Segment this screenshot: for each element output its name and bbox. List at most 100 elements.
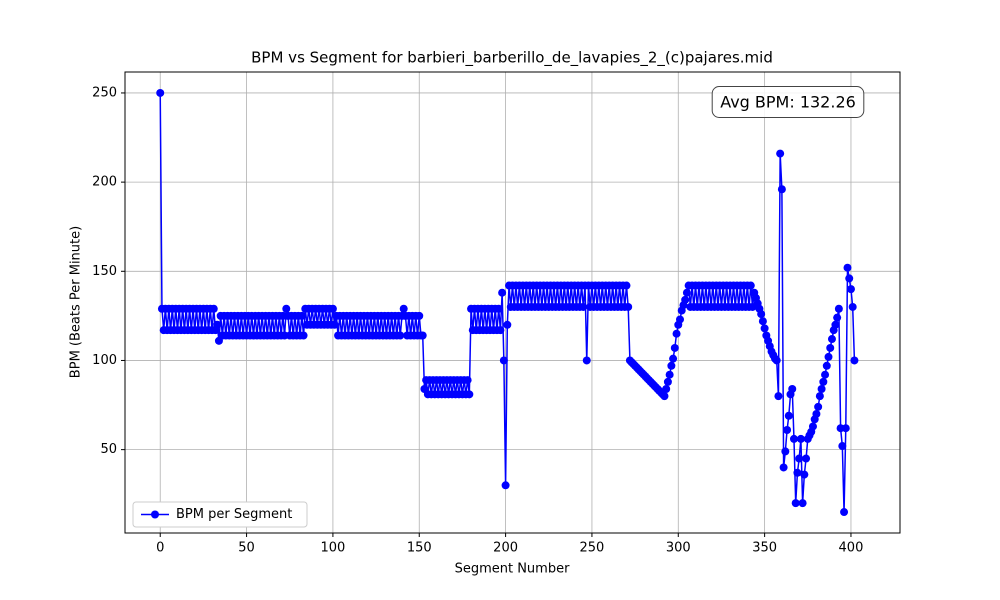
y-tick-label: 100: [92, 353, 117, 368]
data-point: [681, 295, 690, 304]
data-point: [682, 288, 691, 297]
data-point: [213, 320, 222, 329]
data-point: [496, 326, 505, 335]
data-point: [850, 356, 859, 365]
data-point: [833, 313, 842, 322]
y-tick-label: 250: [92, 85, 117, 100]
data-point: [209, 304, 218, 313]
data-point: [774, 392, 783, 401]
data-point: [669, 354, 678, 363]
data-point: [494, 304, 503, 313]
y-tick-label: 50: [100, 442, 117, 457]
data-point: [795, 454, 804, 463]
x-tick-label: 200: [493, 541, 518, 556]
data-point: [663, 377, 672, 386]
x-tick-label: 150: [407, 541, 432, 556]
x-tick-label: 50: [238, 541, 255, 556]
data-point: [328, 304, 337, 313]
data-point: [814, 402, 823, 411]
data-point: [824, 352, 833, 361]
data-point: [498, 288, 507, 297]
chart-title: BPM vs Segment for barbieri_barberillo_d…: [251, 49, 773, 68]
data-point: [499, 356, 508, 365]
data-point: [665, 370, 674, 379]
data-point: [812, 409, 821, 418]
data-point: [793, 468, 802, 477]
data-point: [831, 320, 840, 329]
data-point: [757, 310, 766, 319]
y-tick-label: 200: [92, 175, 117, 190]
data-point: [667, 361, 676, 370]
data-point: [815, 392, 824, 401]
data-point: [821, 370, 830, 379]
annotation: Avg BPM: 132.26: [720, 93, 856, 112]
data-point: [840, 508, 849, 517]
data-point: [758, 317, 767, 326]
data-point: [800, 470, 809, 479]
data-point: [415, 311, 424, 320]
data-point: [746, 281, 755, 290]
data-point: [582, 356, 591, 365]
data-point: [779, 463, 788, 472]
data-point: [660, 392, 669, 401]
data-point: [760, 324, 769, 333]
data-point: [848, 302, 857, 311]
data-point: [330, 320, 339, 329]
data-point: [822, 361, 831, 370]
data-point: [789, 434, 798, 443]
data-point: [783, 426, 792, 435]
data-point: [777, 185, 786, 194]
x-tick-label: 0: [156, 541, 164, 556]
x-tick-label: 250: [580, 541, 605, 556]
data-point: [672, 329, 681, 338]
data-point: [798, 499, 807, 508]
data-point: [808, 422, 817, 431]
data-point: [781, 447, 790, 456]
data-point: [845, 274, 854, 283]
data-point: [299, 331, 308, 340]
data-point: [503, 320, 512, 329]
data-point: [297, 311, 306, 320]
x-tick-label: 350: [752, 541, 777, 556]
data-point: [838, 442, 847, 451]
data-point: [776, 149, 785, 158]
data-point: [396, 331, 405, 340]
data-point: [282, 304, 291, 313]
data-point: [622, 281, 631, 290]
data-point: [843, 263, 852, 272]
data-point: [463, 376, 472, 385]
legend-marker: [151, 510, 159, 519]
data-point: [841, 424, 850, 433]
x-tick-label: 400: [839, 541, 864, 556]
data-point: [788, 384, 797, 393]
y-tick-label: 150: [92, 264, 117, 279]
data-point: [796, 434, 805, 443]
x-tick-label: 300: [666, 541, 691, 556]
data-point: [676, 315, 685, 324]
x-tick-label: 100: [320, 541, 345, 556]
data-point: [827, 335, 836, 344]
x-axis-label: Segment Number: [455, 562, 571, 577]
data-point: [819, 377, 828, 386]
data-point: [579, 302, 588, 311]
data-point: [662, 384, 671, 393]
data-point: [501, 481, 510, 490]
y-axis-label: BPM (Beats Per Minute): [69, 226, 84, 378]
data-point: [624, 302, 633, 311]
data-point: [465, 390, 474, 399]
legend-label: BPM per Segment: [176, 507, 292, 522]
data-point: [834, 304, 843, 313]
data-point: [802, 454, 811, 463]
data-point: [784, 411, 793, 420]
data-point: [772, 356, 781, 365]
data-point: [399, 304, 408, 313]
data-point: [817, 384, 826, 393]
data-point: [826, 343, 835, 352]
data-point: [846, 285, 855, 294]
data-point: [156, 88, 165, 97]
data-point: [791, 499, 800, 508]
data-point: [418, 331, 427, 340]
legend-box: [132, 501, 308, 528]
plot-frame: [124, 71, 901, 534]
